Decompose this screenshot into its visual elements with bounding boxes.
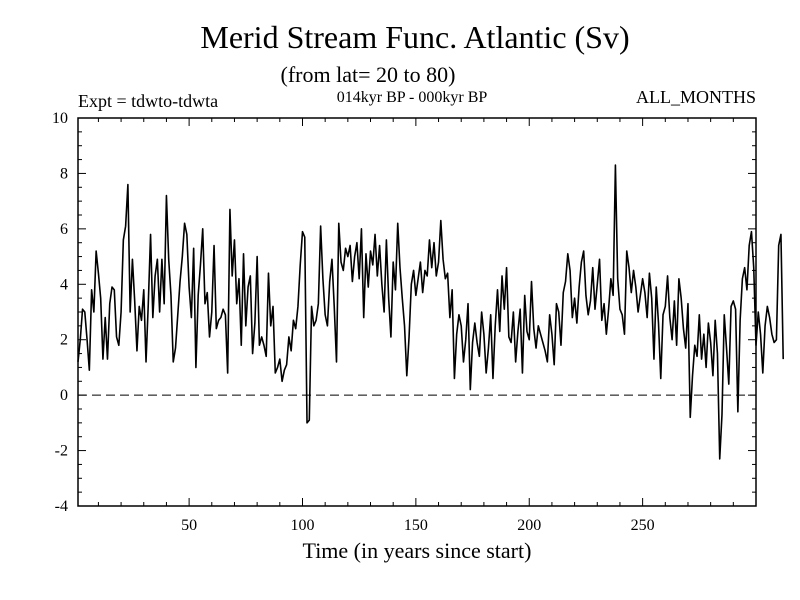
x-tick-label: 150 <box>404 517 428 534</box>
plot-area <box>77 164 785 460</box>
y-tick-label: 10 <box>52 110 68 127</box>
y-tick-label: 4 <box>60 276 68 293</box>
y-tick-label: 0 <box>60 387 68 404</box>
y-tick-label: -4 <box>55 498 68 515</box>
x-axis: 50 100 150 200 250 <box>97 118 757 534</box>
series-line-0 <box>77 164 785 460</box>
y-tick-label: 2 <box>60 332 68 349</box>
x-tick-label: 50 <box>181 517 197 534</box>
chart-subtitle: (from lat= 20 to 80) <box>281 62 456 87</box>
chart-title: Merid Stream Func. Atlantic (Sv) <box>200 19 629 55</box>
y-tick-label: 8 <box>60 165 68 182</box>
experiment-label: Expt = tdwto-tdwta <box>78 91 218 111</box>
plot-frame <box>77 117 757 507</box>
x-tick-label: 200 <box>517 517 541 534</box>
period-label: 014kyr BP - 000kyr BP <box>337 89 488 106</box>
y-tick-label: -2 <box>55 443 68 460</box>
y-tick-label: 6 <box>60 221 68 238</box>
y-axis: -4 -2 0 2 4 6 8 10 <box>52 110 756 515</box>
x-tick-label: 100 <box>290 517 314 534</box>
x-tick-label: 250 <box>631 517 655 534</box>
months-label: ALL_MONTHS <box>636 87 756 107</box>
x-axis-label: Time (in years since start) <box>303 538 532 563</box>
